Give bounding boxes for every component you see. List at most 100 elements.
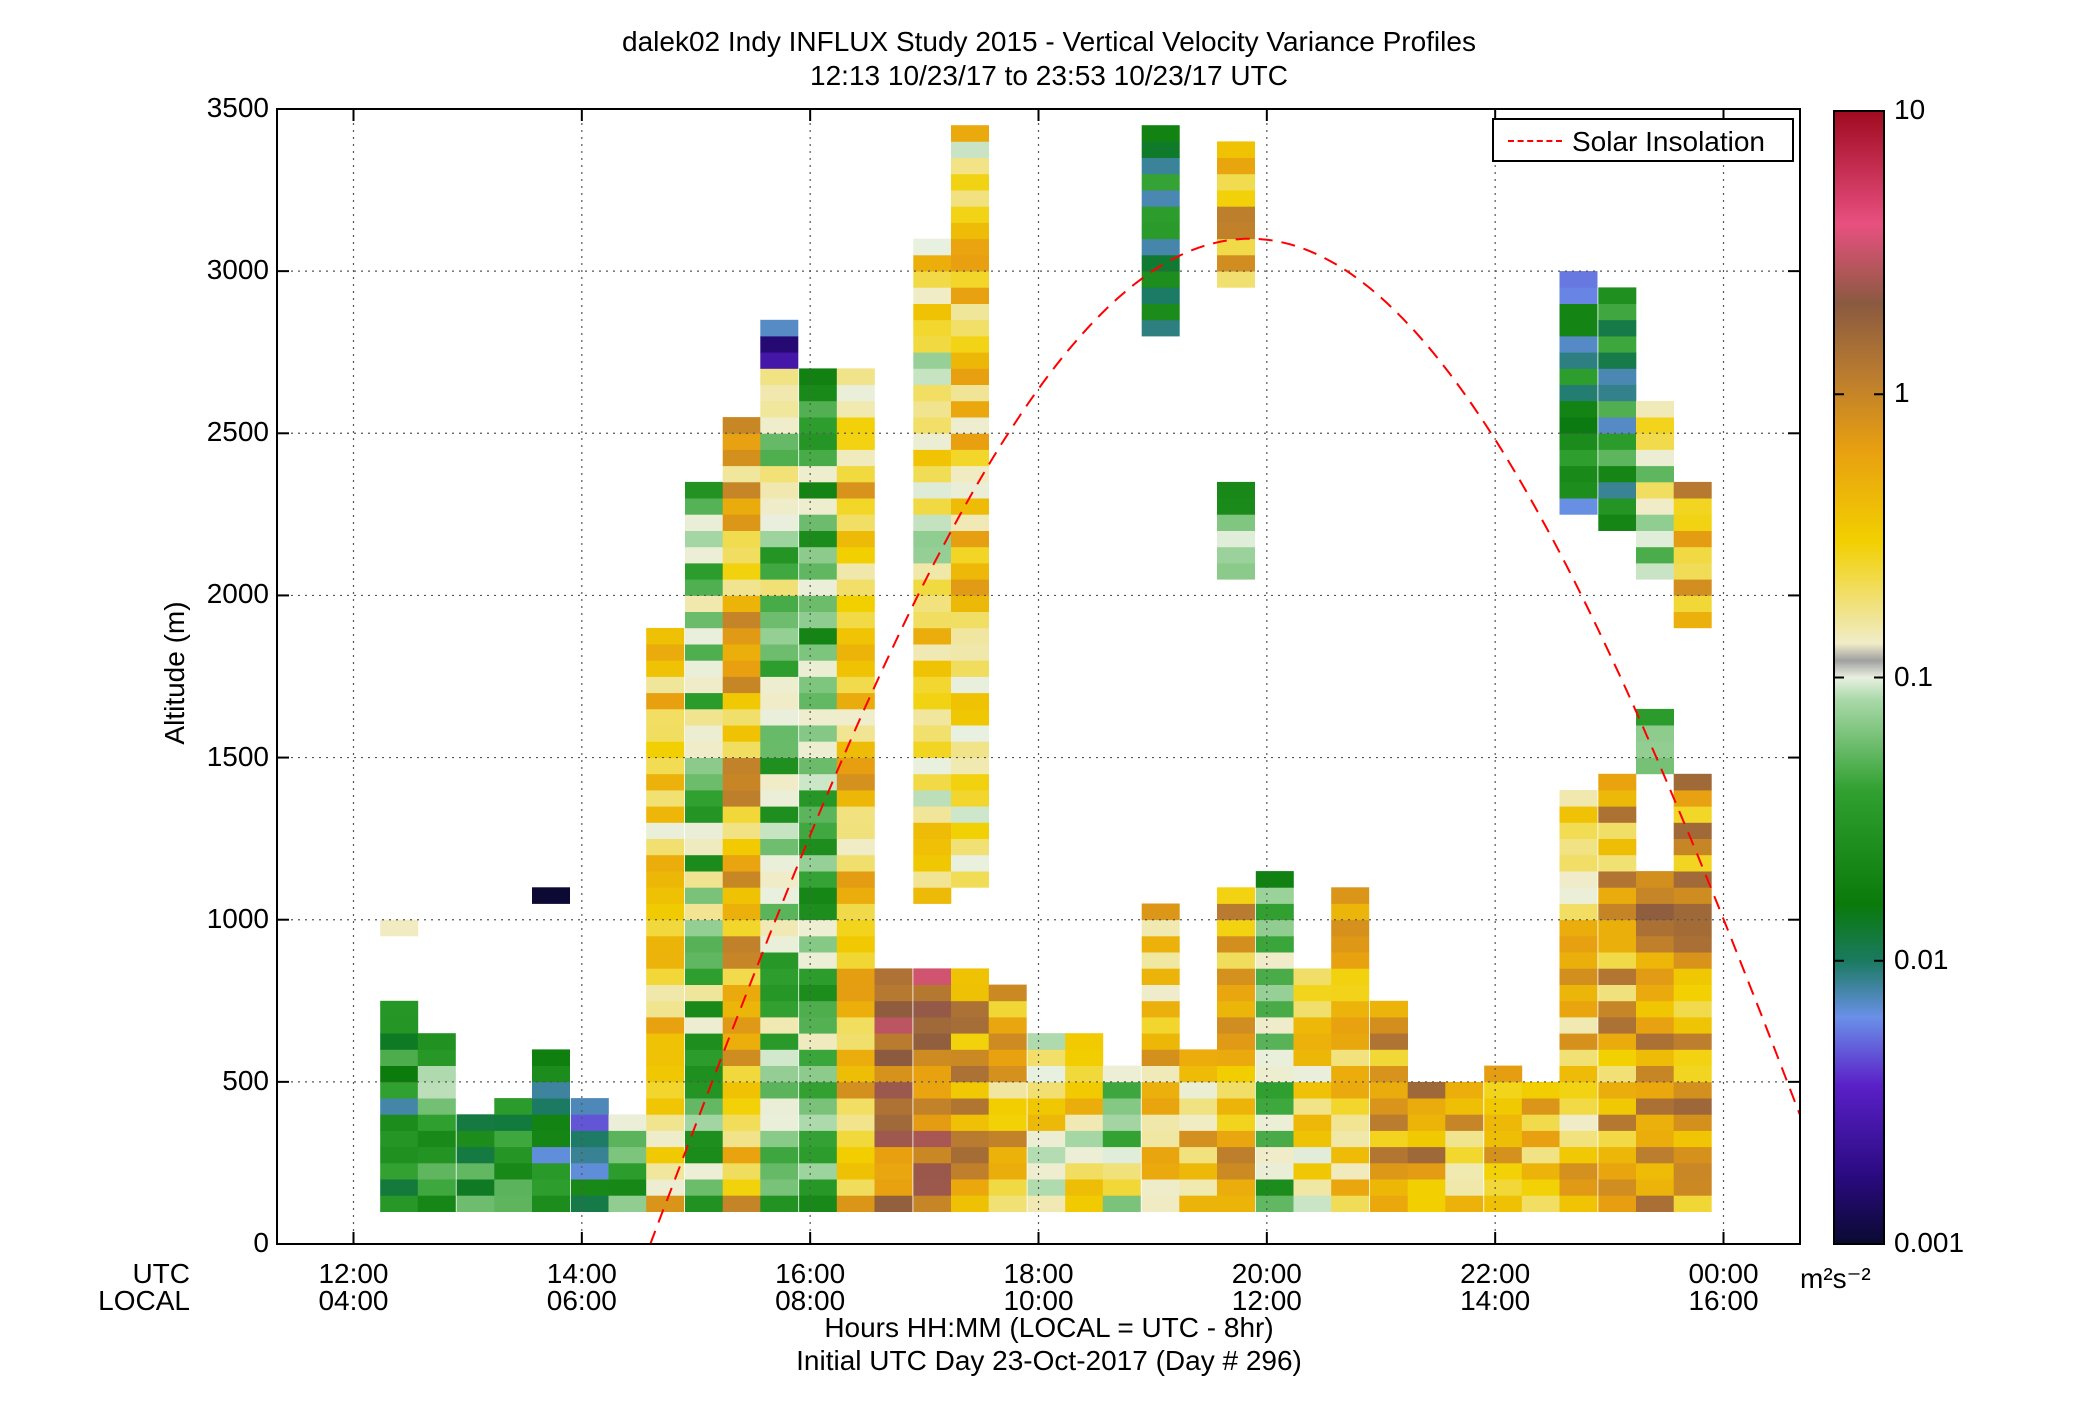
heatmap-cell	[836, 449, 875, 467]
heatmap-cell	[836, 433, 875, 450]
heatmap-cell	[874, 1065, 913, 1083]
heatmap-cell	[722, 903, 761, 921]
x-tick-label-local: 12:00	[1231, 1285, 1302, 1316]
heatmap-cell	[799, 1162, 838, 1180]
heatmap-cell	[685, 595, 723, 612]
heatmap-cell	[1521, 1098, 1560, 1115]
heatmap-cell	[951, 141, 989, 158]
heatmap-cell	[1255, 1098, 1294, 1115]
heatmap-cell	[1598, 1179, 1637, 1196]
heatmap-cell	[836, 903, 875, 921]
heatmap-cell	[1559, 1017, 1598, 1034]
heatmap-cell	[760, 692, 799, 710]
heatmap-cell	[1598, 384, 1637, 402]
heatmap-cell	[722, 757, 761, 775]
heatmap-cell	[799, 984, 838, 1002]
heatmap-cell	[760, 368, 799, 385]
heatmap-cell	[1673, 854, 1712, 872]
heatmap-cell	[685, 952, 723, 969]
heatmap-cell	[1407, 1098, 1446, 1115]
heatmap-cell	[760, 336, 799, 353]
heatmap-cell	[913, 1065, 952, 1083]
colorbar-tick-label: 10	[1894, 94, 1926, 125]
x-tick-label-utc: 14:00	[546, 1258, 617, 1289]
heatmap-cell	[417, 1179, 456, 1196]
heatmap-cell	[722, 514, 761, 531]
heatmap-cell	[951, 125, 989, 142]
heatmap-cell	[1217, 1179, 1255, 1196]
heatmap-cell	[836, 919, 875, 937]
heatmap-cell	[951, 838, 989, 856]
heatmap-cell	[380, 919, 419, 937]
heatmap-cell	[1370, 1049, 1408, 1066]
heatmap-cell	[1217, 1017, 1255, 1034]
heatmap-cell	[913, 530, 952, 548]
heatmap-cell	[1065, 1114, 1104, 1131]
heatmap-cell	[1217, 1162, 1255, 1180]
heatmap-cell	[760, 465, 799, 483]
heatmap-cell	[532, 1098, 570, 1115]
x-tick-label-local: 14:00	[1460, 1285, 1531, 1316]
heatmap-cell	[799, 368, 838, 385]
heatmap-cell	[760, 319, 799, 337]
heatmap-cell	[913, 1162, 952, 1180]
heatmap-cell	[760, 400, 799, 418]
heatmap-cell	[532, 1049, 570, 1066]
heatmap-cell	[685, 822, 723, 839]
heatmap-cell	[1255, 1114, 1294, 1131]
heatmap-cell	[456, 1146, 495, 1164]
heatmap-cell	[1407, 1130, 1446, 1148]
heatmap-cell	[646, 838, 685, 856]
heatmap-cell	[913, 514, 952, 531]
heatmap-cell	[1027, 1146, 1066, 1164]
heatmap-cell	[1331, 1049, 1370, 1066]
heatmap-cell	[1065, 1098, 1104, 1115]
heatmap-cell	[951, 1000, 989, 1018]
heatmap-cell	[874, 968, 913, 985]
heatmap-cell	[685, 887, 723, 904]
heatmap-cell	[722, 1000, 761, 1018]
heatmap-cell	[1559, 498, 1598, 515]
heatmap-cell	[1141, 1130, 1180, 1148]
heatmap-cell	[646, 773, 685, 791]
heatmap-cell	[836, 854, 875, 872]
heatmap-cell	[913, 1049, 952, 1066]
heatmap-cell	[799, 481, 838, 499]
heatmap-cell	[799, 1098, 838, 1115]
heatmap-cell	[799, 563, 838, 580]
heatmap-cell	[913, 1000, 952, 1018]
heatmap-cell	[1636, 871, 1674, 888]
heatmap-cell	[1636, 1081, 1674, 1099]
heatmap-cell	[1673, 1195, 1712, 1212]
heatmap-cell	[1179, 1114, 1218, 1131]
heatmap-cell	[1027, 1098, 1066, 1115]
heatmap-cell	[760, 627, 799, 645]
heatmap-cell	[722, 871, 761, 888]
heatmap-cell	[646, 627, 685, 645]
heatmap-cell	[951, 790, 989, 807]
heatmap-cell	[722, 725, 761, 742]
heatmap-cell	[646, 1098, 685, 1115]
heatmap-cell	[1559, 968, 1598, 985]
heatmap-cell	[1255, 919, 1294, 937]
heatmap-cell	[836, 952, 875, 969]
heatmap-cell	[836, 1000, 875, 1018]
heatmap-cell	[646, 708, 685, 726]
x-tick-label-local: 16:00	[1688, 1285, 1759, 1316]
heatmap-cell	[1179, 1065, 1218, 1083]
heatmap-cell	[1217, 1130, 1255, 1148]
heatmap-cell	[1102, 1081, 1141, 1099]
x-tick-label-local: 04:00	[318, 1285, 389, 1316]
heatmap-cell	[494, 1146, 533, 1164]
heatmap-cell	[1559, 1162, 1598, 1180]
heatmap-cell	[760, 595, 799, 612]
heatmap-cell	[722, 887, 761, 904]
heatmap-cell	[836, 1098, 875, 1115]
heatmap-cell	[1255, 1146, 1294, 1164]
heatmap-cell	[1217, 530, 1255, 548]
heatmap-cell	[1673, 1017, 1712, 1034]
heatmap-cell	[951, 773, 989, 791]
heatmap-cell	[1673, 773, 1712, 791]
heatmap-cell	[1559, 336, 1598, 353]
heatmap-cell	[913, 790, 952, 807]
